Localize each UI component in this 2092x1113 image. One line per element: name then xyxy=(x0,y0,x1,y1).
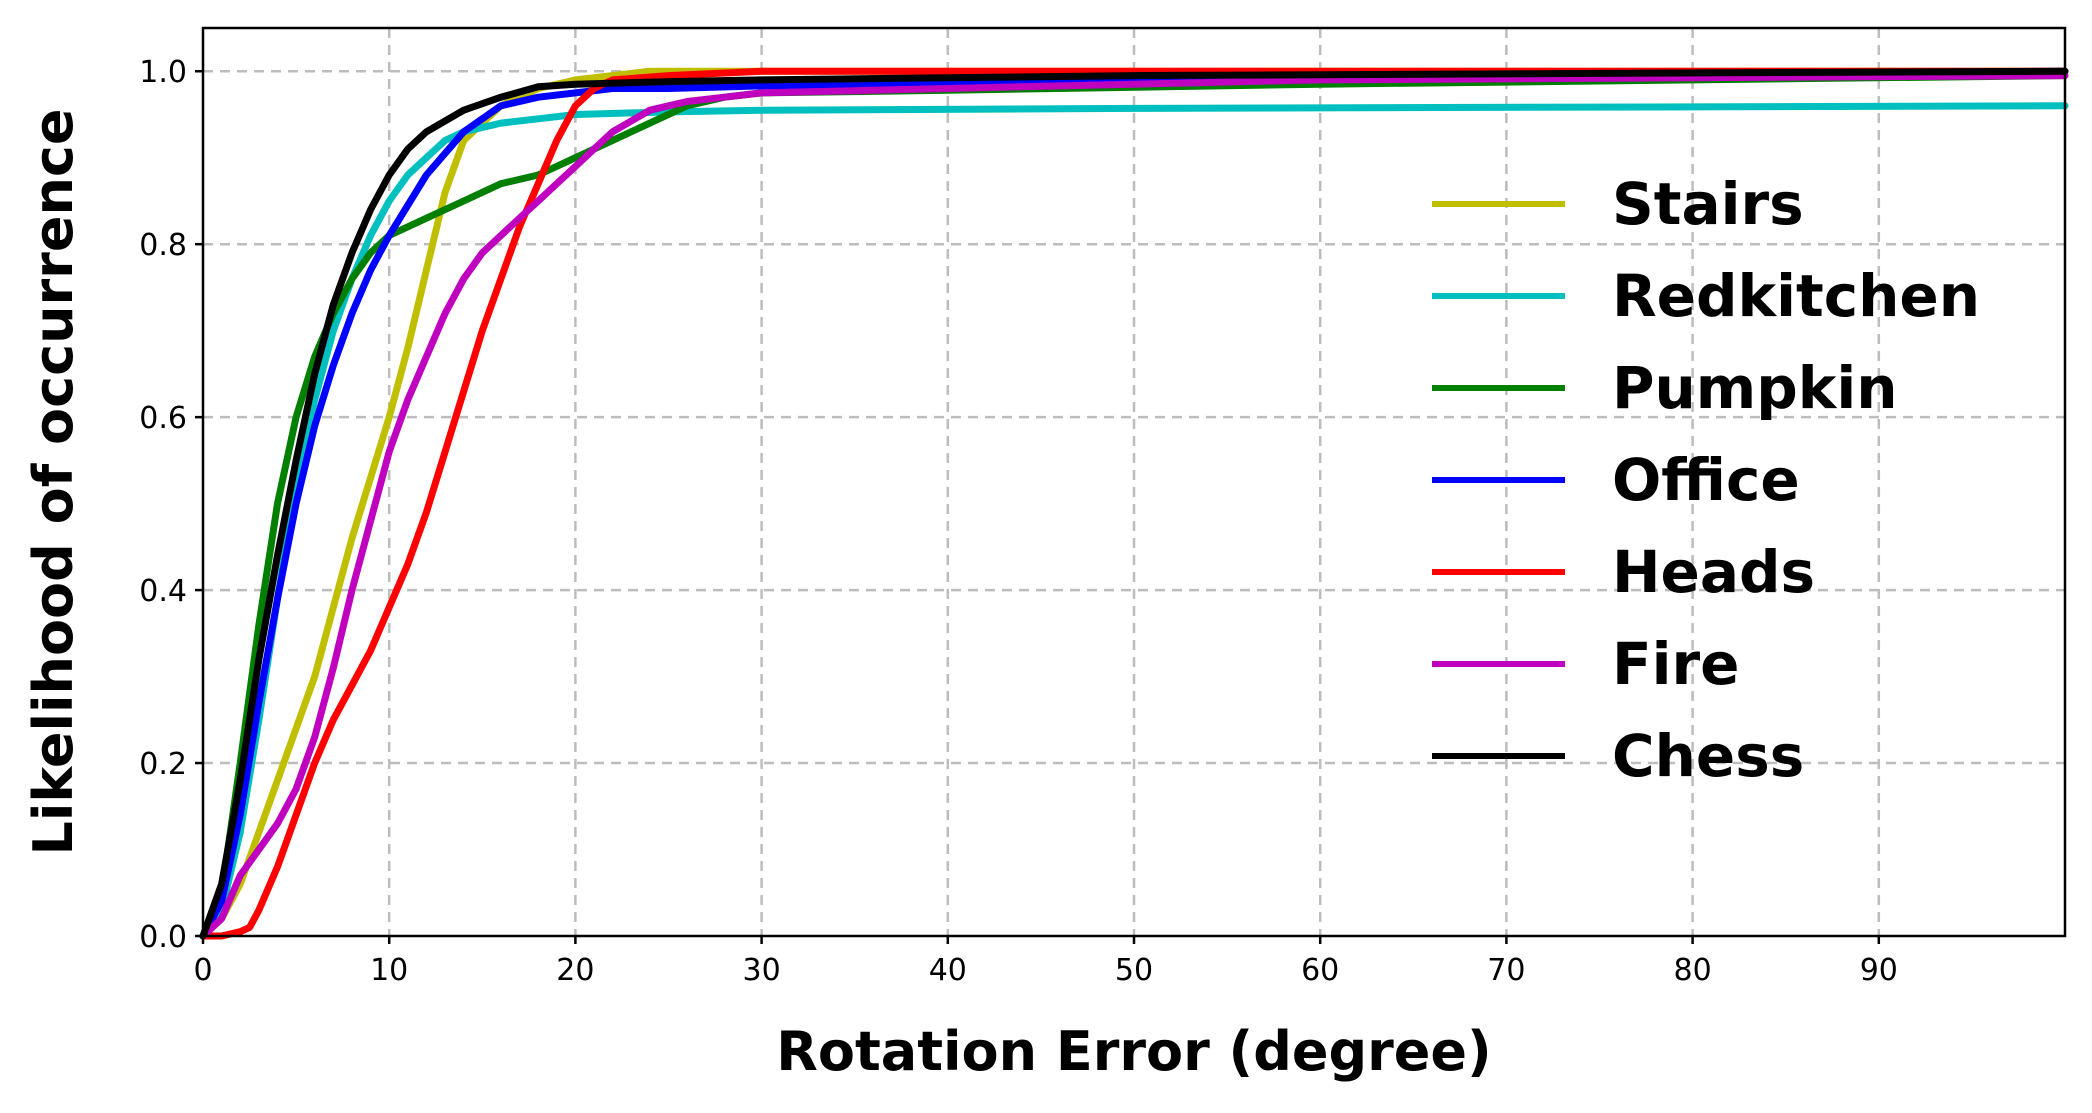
legend-label-heads: Heads xyxy=(1612,538,1815,606)
x-tick-label: 80 xyxy=(1674,953,1712,988)
x-tick-label: 50 xyxy=(1115,953,1153,988)
x-tick-label: 40 xyxy=(929,953,967,988)
x-tick-label: 10 xyxy=(370,953,408,988)
axis-ticks: 0 10 20 30 40 50 60 70 80 90 0.0 0.2 0.4 0.6 0.8 1.0 xyxy=(139,55,1898,988)
x-tick-label: 60 xyxy=(1301,953,1339,988)
x-tick-label: 70 xyxy=(1487,953,1525,988)
y-tick-label: 0.0 xyxy=(139,920,187,955)
legend-label-office: Office xyxy=(1612,446,1800,514)
x-axis-title: Rotation Error (degree) xyxy=(776,1020,1491,1083)
y-tick-label: 0.4 xyxy=(139,574,187,609)
x-tick-label: 30 xyxy=(743,953,781,988)
series-line-fire xyxy=(199,72,2069,940)
y-tick-label: 0.2 xyxy=(139,747,187,782)
series-line-chess xyxy=(199,67,2069,940)
y-axis-title: Likelihood of occurrence xyxy=(22,108,85,855)
legend-label-redkitchen: Redkitchen xyxy=(1612,262,1980,330)
data-series xyxy=(199,67,2069,940)
series-line-heads xyxy=(199,67,2069,940)
x-tick-label: 90 xyxy=(1860,953,1898,988)
legend-label-chess: Chess xyxy=(1612,722,1804,790)
legend: Stairs Redkitchen Pumpkin Office Heads Fire Ch… xyxy=(1432,170,1980,790)
legend-label-fire: Fire xyxy=(1612,630,1739,698)
legend-label-pumpkin: Pumpkin xyxy=(1612,354,1898,422)
x-tick-label: 0 xyxy=(193,953,212,988)
legend-label-stairs: Stairs xyxy=(1612,170,1804,238)
y-tick-label: 0.6 xyxy=(139,401,187,436)
x-tick-label: 20 xyxy=(556,953,594,988)
y-tick-label: 1.0 xyxy=(139,55,187,90)
series-line-stairs xyxy=(199,67,2069,940)
series-line-office xyxy=(199,67,2069,940)
y-tick-label: 0.8 xyxy=(139,228,187,263)
